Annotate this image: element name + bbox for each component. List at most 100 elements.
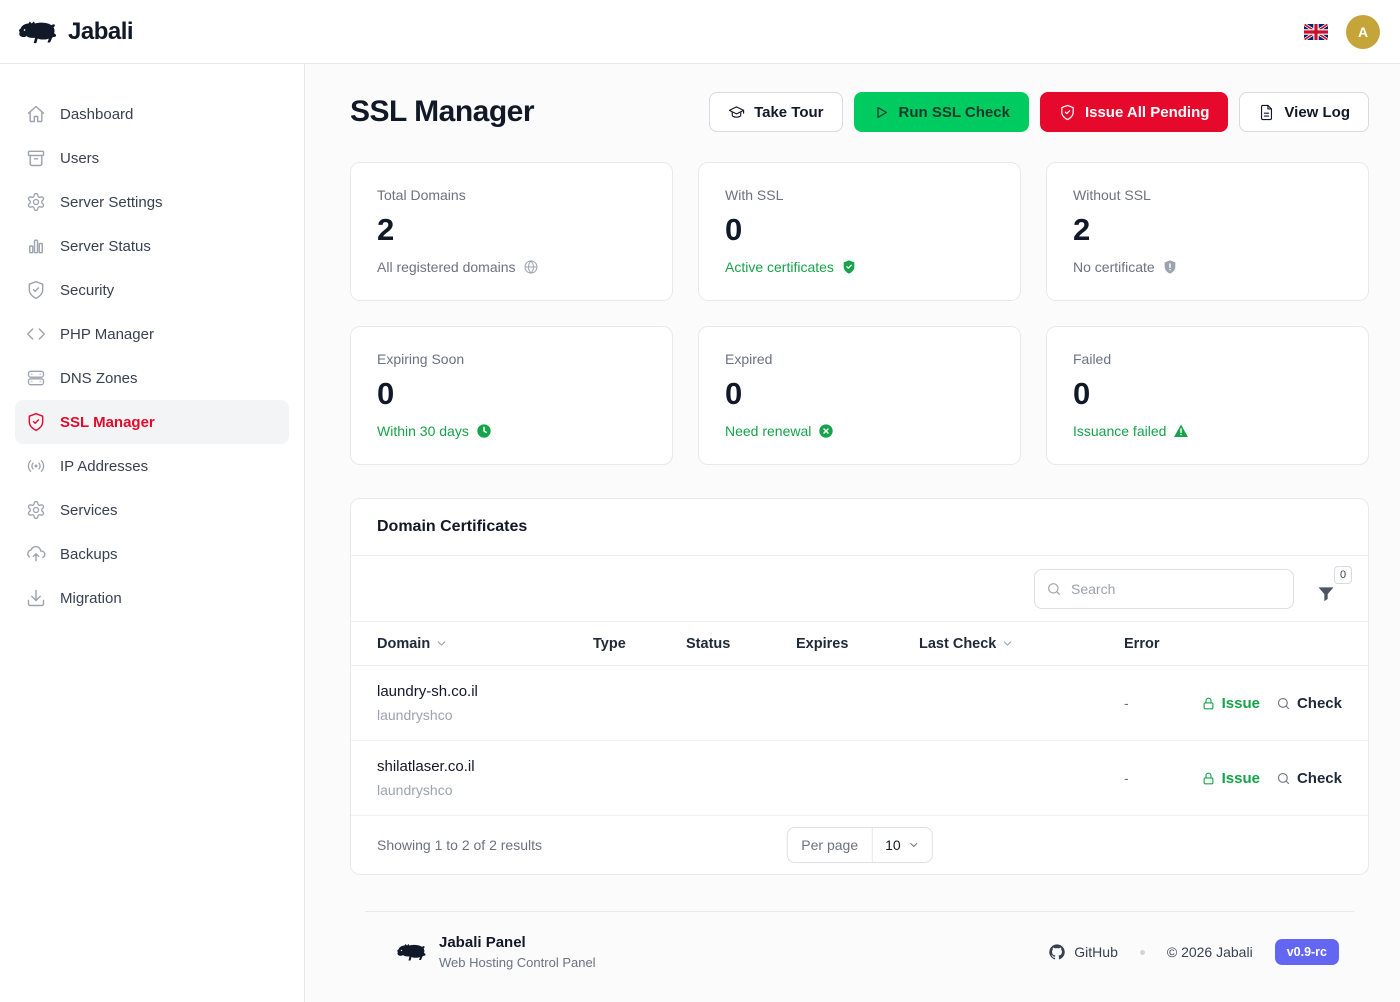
sidebar: Dashboard Users Server Settings Server S…	[0, 64, 305, 1002]
brand[interactable]: Jabali	[16, 17, 134, 47]
domain-name: laundry-sh.co.il	[377, 683, 478, 700]
sidebar-item-label: Migration	[60, 589, 122, 607]
issue-all-pending-button[interactable]: Issue All Pending	[1039, 92, 1229, 132]
sidebar-item-label: IP Addresses	[60, 457, 149, 475]
button-label: Issue All Pending	[1084, 103, 1210, 121]
column-header-error: Error	[1124, 635, 1160, 652]
table-row: shilatlaser.co.il laundryshco - Issue	[351, 741, 1368, 816]
page-title: SSL Manager	[350, 95, 535, 128]
stat-label: With SSL	[725, 187, 784, 203]
graduation-cap-icon	[728, 105, 745, 118]
funnel-icon	[1318, 586, 1334, 601]
stat-value: 0	[377, 376, 395, 411]
shield-alert-icon	[1163, 259, 1176, 275]
view-log-button[interactable]: View Log	[1239, 92, 1369, 132]
stat-value: 0	[1073, 376, 1091, 411]
check-button[interactable]: Check	[1276, 770, 1342, 787]
chevron-down-icon	[910, 843, 918, 847]
sidebar-item-dashboard[interactable]: Dashboard	[15, 92, 289, 136]
sidebar-item-services[interactable]: Services	[15, 488, 289, 532]
sidebar-item-label: Services	[60, 501, 118, 519]
page-actions: Take Tour Run SSL Check Issue All Pendin…	[709, 92, 1369, 132]
column-header-expires: Expires	[796, 635, 849, 652]
run-ssl-check-button[interactable]: Run SSL Check	[853, 92, 1029, 132]
search-icon	[1277, 697, 1290, 709]
error-value: -	[1124, 770, 1129, 786]
check-button[interactable]: Check	[1276, 695, 1342, 712]
sidebar-item-label: SSL Manager	[60, 413, 155, 431]
domain-certificates-card: Domain Certificates 0 Domain	[350, 498, 1369, 875]
sidebar-item-migration[interactable]: Migration	[15, 576, 289, 620]
code-icon	[26, 324, 46, 344]
archive-icon	[26, 148, 46, 168]
download-icon	[26, 588, 46, 608]
issue-button[interactable]: Issue	[1201, 770, 1260, 787]
version-badge: v0.9-rc	[1274, 939, 1339, 965]
search-input[interactable]	[1034, 568, 1294, 609]
sidebar-item-security[interactable]: Security	[15, 268, 289, 312]
globe-icon	[524, 260, 538, 274]
shield-check-icon	[1061, 104, 1074, 120]
shield-check-icon	[26, 412, 46, 432]
button-label: Run SSL Check	[898, 103, 1010, 121]
sidebar-item-label: Backups	[60, 545, 118, 563]
jabali-boar-logo	[19, 21, 57, 43]
stat-value: 2	[1073, 212, 1091, 247]
error-value: -	[1124, 695, 1129, 711]
take-tour-button[interactable]: Take Tour	[709, 92, 843, 132]
sidebar-item-label: Security	[60, 281, 115, 299]
lock-icon	[1203, 697, 1214, 709]
github-link[interactable]: GitHub	[1048, 943, 1118, 961]
table-header-row: Domain Type Status Expires Last Check Er…	[351, 622, 1368, 666]
chevron-down-icon	[1004, 641, 1012, 646]
bar-chart-icon	[26, 236, 46, 256]
sidebar-item-label: Users	[60, 149, 100, 167]
domain-account: laundryshco	[377, 707, 453, 723]
sidebar-item-backups[interactable]: Backups	[15, 532, 289, 576]
sidebar-item-ip-addresses[interactable]: IP Addresses	[15, 444, 289, 488]
brand-name: Jabali	[68, 17, 134, 45]
stat-sub-label: Issuance failed	[1073, 423, 1167, 439]
stat-card-without-ssl: Without SSL 2 No certificate	[1046, 162, 1369, 301]
language-flag-icon[interactable]	[1304, 23, 1328, 40]
stat-card-expired: Expired 0 Need renewal	[698, 326, 1021, 465]
sidebar-item-label: Server Status	[60, 237, 151, 255]
column-header-type: Type	[593, 635, 626, 652]
stat-label: Without SSL	[1073, 187, 1151, 203]
clock-icon	[476, 423, 492, 439]
x-circle-icon	[818, 423, 834, 439]
play-icon	[876, 106, 887, 118]
filter-button[interactable]: 0	[1316, 565, 1352, 604]
sidebar-item-label: DNS Zones	[60, 369, 138, 387]
footer-tagline: Web Hosting Control Panel	[439, 955, 596, 970]
user-avatar[interactable]: A	[1346, 14, 1380, 49]
cloud-upload-icon	[26, 544, 46, 564]
domain-name: shilatlaser.co.il	[377, 758, 475, 775]
sidebar-item-dns-zones[interactable]: DNS Zones	[15, 356, 289, 400]
footer-brand: Jabali Panel	[439, 934, 526, 951]
sidebar-item-ssl-manager[interactable]: SSL Manager	[15, 400, 289, 444]
sidebar-item-server-status[interactable]: Server Status	[15, 224, 289, 268]
file-text-icon	[1261, 104, 1273, 120]
per-page-value: 10	[885, 837, 901, 853]
stat-value: 2	[377, 212, 395, 247]
column-header-status: Status	[686, 635, 731, 652]
stat-sub-label: Within 30 days	[377, 423, 469, 439]
home-icon	[26, 104, 46, 124]
column-header-domain[interactable]: Domain	[377, 636, 593, 652]
issue-button[interactable]: Issue	[1201, 695, 1260, 712]
stat-label: Failed	[1073, 351, 1112, 367]
stat-card-total-domains: Total Domains 2 All registered domains	[350, 162, 673, 301]
table-title: Domain Certificates	[351, 499, 1368, 556]
stat-label: Total Domains	[377, 187, 466, 203]
sidebar-item-server-settings[interactable]: Server Settings	[15, 180, 289, 224]
chevron-down-icon	[437, 641, 446, 646]
button-label: Take Tour	[754, 103, 824, 121]
column-header-last-check[interactable]: Last Check	[919, 636, 1124, 652]
sidebar-item-users[interactable]: Users	[15, 136, 289, 180]
shield-check-icon	[26, 280, 46, 300]
per-page-select[interactable]: Per page 10	[786, 827, 933, 863]
shield-check-icon	[842, 259, 855, 275]
sidebar-item-php-manager[interactable]: PHP Manager	[15, 312, 289, 356]
top-header: Jabali A	[0, 0, 1400, 64]
